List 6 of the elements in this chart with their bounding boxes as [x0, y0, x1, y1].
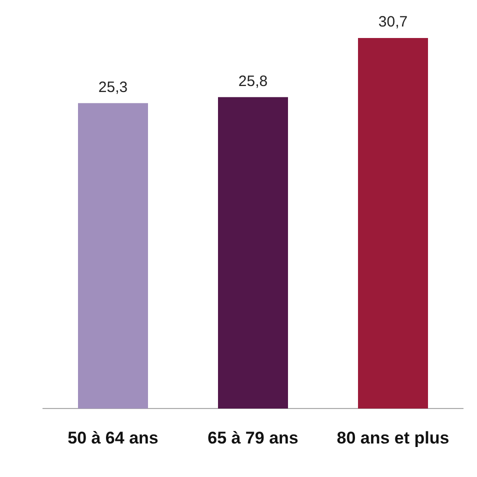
- x-tick-label: 50 à 64 ans: [68, 428, 158, 448]
- data-label: 25,8: [238, 72, 268, 90]
- data-label: 30,7: [378, 14, 408, 31]
- x-tick-label: 65 à 79 ans: [208, 428, 298, 448]
- x-tick-label: 80 ans et plus: [336, 428, 450, 448]
- data-label: 25,3: [98, 78, 128, 96]
